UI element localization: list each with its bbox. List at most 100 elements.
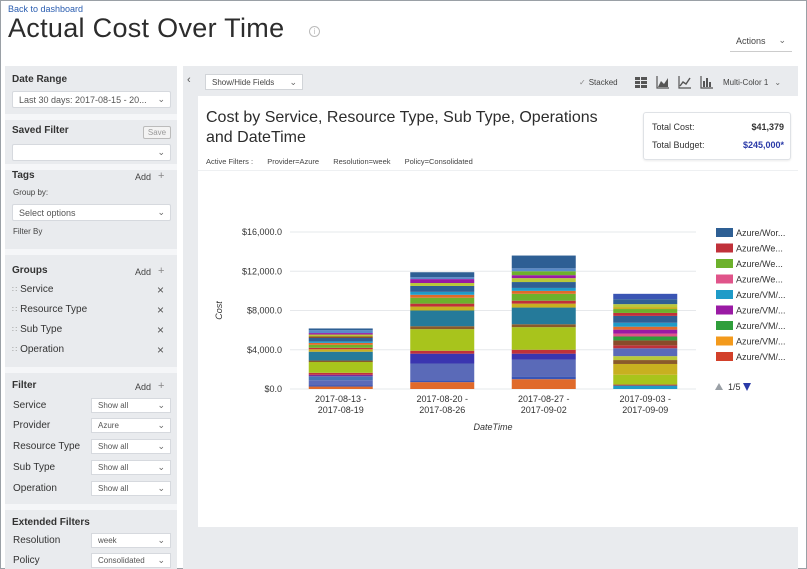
area-chart-icon[interactable] (656, 75, 670, 89)
group-item-resource-type[interactable]: ∷ Resource Type (12, 304, 87, 315)
policy-select[interactable]: Consolidated ⌄ (91, 553, 171, 568)
filter-select-value: week (98, 536, 117, 545)
legend-next-icon (743, 383, 751, 391)
color-scheme-dropdown[interactable]: Multi-Color 1 ⌄ (723, 78, 781, 87)
chevron-down-icon: ⌄ (289, 77, 297, 87)
filter-add-link[interactable]: Add (135, 382, 152, 392)
filter-heading: Filter (12, 380, 37, 391)
bar-segment (511, 293, 576, 301)
chevron-down-icon: ⌄ (157, 147, 165, 157)
chart-card: Cost by Service, Resource Type, Sub Type… (198, 96, 798, 527)
section-divider (5, 164, 177, 170)
bar-segment (511, 307, 576, 325)
active-filters: Active Filters : Provider=Azure Resoluti… (206, 157, 485, 166)
stacked-bar-chart: $0.0 $4,000.0 $8,000.0 $12,000.0 $16,000.0 Co… (214, 227, 786, 432)
line-chart-icon[interactable] (678, 75, 692, 89)
group-item-operation[interactable]: ∷ Operation (12, 344, 64, 355)
filter-label-resolution: Resolution (13, 535, 61, 546)
bar-segment (410, 291, 475, 295)
info-icon[interactable]: i (309, 26, 320, 37)
bar-segment (511, 324, 576, 328)
x-tick-label: 2017-09-03 - (619, 394, 671, 404)
filter-select-service[interactable]: Show all ⌄ (91, 398, 171, 413)
tags-group-by-select[interactable]: Select options ⌄ (12, 204, 171, 221)
bar-segment (613, 333, 678, 337)
remove-group-icon[interactable]: × (157, 323, 165, 337)
filter-label-provider: Provider (13, 420, 51, 431)
bar-segment (511, 268, 576, 272)
filter-select-value: Show all (98, 484, 129, 493)
filter-select-resource-type[interactable]: Show all ⌄ (91, 439, 171, 454)
tags-add-link[interactable]: Add (135, 172, 152, 182)
total-cost-label: Total Cost: (652, 122, 695, 132)
bar-segment (511, 349, 576, 354)
remove-group-icon[interactable]: × (157, 343, 165, 357)
saved-filter-select[interactable]: ⌄ (12, 144, 171, 161)
total-cost-value: $41,379 (751, 122, 784, 132)
remove-group-icon[interactable]: × (157, 303, 165, 317)
chevron-down-icon: ⌄ (157, 555, 165, 565)
stacked-label: Stacked (588, 78, 618, 87)
filter-select-operation[interactable]: Show all ⌄ (91, 481, 171, 496)
actions-label: Actions (736, 36, 766, 46)
y-tick-label: $12,000.0 (242, 266, 282, 276)
filter-select-value: Show all (98, 463, 129, 472)
bar-segment (410, 297, 475, 304)
plus-icon[interactable]: + (158, 265, 165, 277)
stacked-toggle[interactable]: ✓ Stacked (579, 78, 618, 87)
filter-select-sub-type[interactable]: Show all ⌄ (91, 460, 171, 475)
section-divider (5, 114, 177, 120)
section-divider (5, 249, 177, 255)
groups-add-link[interactable]: Add (135, 267, 152, 277)
bar-segment (511, 303, 576, 308)
y-tick-label: $4,000.0 (247, 345, 282, 355)
plus-icon[interactable]: + (158, 380, 165, 392)
bar-segment (410, 353, 475, 364)
bar-segment (410, 350, 475, 354)
table-view-icon[interactable] (634, 75, 648, 89)
actions-dropdown[interactable]: Actions ⌄ (730, 30, 792, 52)
remove-group-icon[interactable]: × (157, 283, 165, 297)
bar-segment (308, 380, 373, 386)
date-range-select[interactable]: Last 30 days: 2017-08-15 - 20... ⌄ (12, 91, 171, 108)
drag-handle-icon[interactable]: ∷ (12, 345, 18, 354)
bar-segment (308, 362, 373, 373)
bar-segment (308, 386, 373, 389)
bar-chart-icon[interactable] (700, 75, 714, 89)
save-filter-button[interactable]: Save (143, 126, 171, 139)
plus-icon[interactable]: + (158, 170, 165, 182)
filter-select-value: Show all (98, 401, 129, 410)
show-hide-fields-label: Show/Hide Fields (212, 78, 275, 87)
bar-segment (511, 275, 576, 279)
bar-segment (410, 310, 475, 327)
bar-segment (511, 290, 576, 294)
chevron-down-icon: ⌄ (157, 420, 165, 430)
bar-segment (613, 312, 678, 316)
active-filters-label: Active Filters : (206, 157, 254, 166)
drag-handle-icon[interactable]: ∷ (12, 285, 18, 294)
bar-segment (511, 353, 576, 360)
checkmark-icon: ✓ (579, 78, 586, 87)
resolution-select[interactable]: week ⌄ (91, 533, 171, 548)
bar-segment (410, 272, 475, 278)
legend-entry: Azure/VM/... (736, 337, 786, 347)
back-to-dashboard-link[interactable]: Back to dashboard (8, 4, 84, 14)
legend-swatch (716, 259, 733, 268)
group-item-service[interactable]: ∷ Service (12, 284, 53, 295)
totals-box: Total Cost: $41,379 Total Budget: $245,0… (643, 112, 791, 160)
group-item-sub-type[interactable]: ∷ Sub Type (12, 324, 62, 335)
collapse-sidebar-icon[interactable]: ‹ (187, 74, 191, 86)
filter-by-label: Filter By (13, 227, 43, 236)
filter-select-provider[interactable]: Azure ⌄ (91, 418, 171, 433)
bar-segment (410, 294, 475, 298)
legend-entry: Azure/VM/... (736, 352, 786, 362)
x-axis-label: DateTime (474, 422, 513, 432)
chevron-down-icon: ⌄ (157, 535, 165, 545)
drag-handle-icon[interactable]: ∷ (12, 305, 18, 314)
drag-handle-icon[interactable]: ∷ (12, 325, 18, 334)
group-by-label: Group by: (13, 188, 49, 197)
show-hide-fields-dropdown[interactable]: Show/Hide Fields ⌄ (205, 74, 303, 90)
bar-segment (410, 326, 475, 330)
x-tick-label: 2017-09-02 (521, 405, 567, 415)
bar-segment (511, 300, 576, 304)
